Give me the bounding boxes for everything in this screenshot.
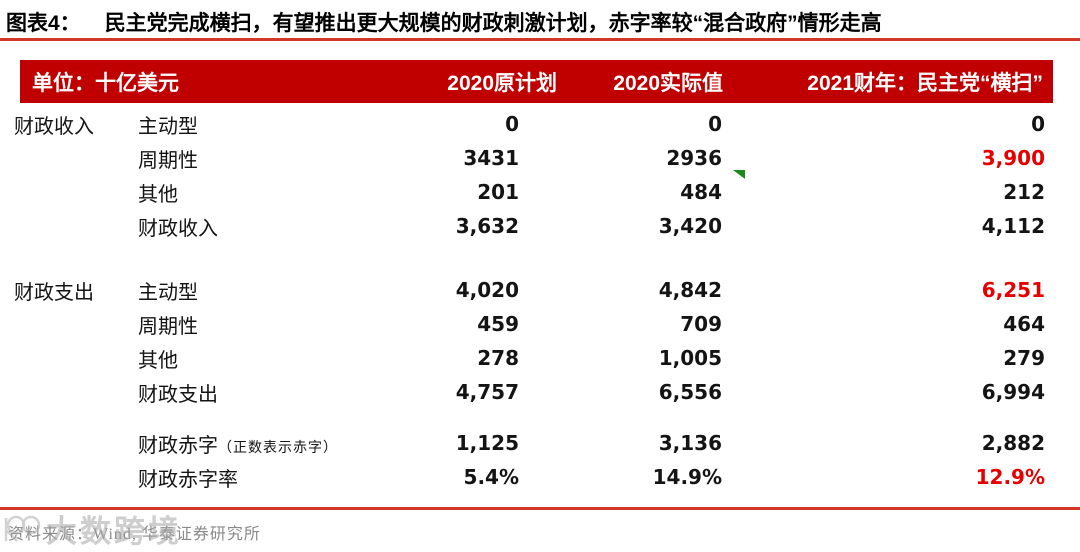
table-row: 其他 278 1,005 279 <box>0 341 1045 375</box>
value-2021-sweep: 4,112 <box>981 214 1045 238</box>
figure-label: 图表4： <box>6 12 81 35</box>
row-label: 周期性 <box>138 315 198 338</box>
value-2020-actual: 6,556 <box>658 380 722 404</box>
row-label: 财政赤字率 <box>138 468 238 491</box>
row-label: 周期性 <box>138 149 198 172</box>
value-2020-plan: 4,757 <box>455 380 519 404</box>
value-2020-plan: 278 <box>477 346 519 370</box>
value-2020-plan: 1,125 <box>455 431 519 455</box>
value-2021-sweep: 6,251 <box>981 278 1045 302</box>
table-row: 财政收入 3,632 3,420 4,112 <box>0 209 1045 243</box>
value-2020-plan: 201 <box>477 180 519 204</box>
table-row: 周期性 459 709 464 <box>0 307 1045 341</box>
column-header-2020-plan: 2020原计划 <box>447 71 557 95</box>
row-label-note: （正数表示赤字） <box>218 438 338 455</box>
value-2020-actual: 0 <box>708 112 722 136</box>
title-divider-line <box>0 38 1080 41</box>
value-2020-actual: 14.9% <box>652 465 722 489</box>
table-row: 周期性 3431 2936 3,900 <box>0 141 1045 175</box>
table-body: 财政收入 主动型 0 0 0 周期性 3431 2936 3,900 其他 20… <box>0 107 1045 494</box>
table-row: 财政赤字（正数表示赤字） 1,125 3,136 2,882 <box>0 426 1045 460</box>
table-row: 其他 201 484 212 <box>0 175 1045 209</box>
value-2021-sweep: 3,900 <box>981 146 1045 170</box>
row-label: 财政赤字（正数表示赤字） <box>138 434 338 457</box>
column-header-2021-sweep: 2021财年：民主党“横扫” <box>807 71 1043 95</box>
row-label: 主动型 <box>138 281 198 304</box>
footer-divider-line <box>0 507 1080 510</box>
column-header-2020-actual: 2020实际值 <box>613 71 723 95</box>
value-2020-actual: 3,420 <box>658 214 722 238</box>
value-2021-sweep: 2,882 <box>981 431 1045 455</box>
value-2021-sweep: 279 <box>1003 346 1045 370</box>
table-row: 财政赤字率 5.4% 14.9% 12.9% <box>0 460 1045 494</box>
value-2020-plan: 459 <box>477 312 519 336</box>
value-2021-sweep: 12.9% <box>975 465 1045 489</box>
row-label: 其他 <box>138 349 178 372</box>
value-2020-plan: 5.4% <box>463 465 519 489</box>
figure-title-text: 民主党完成横扫，有望推出更大规模的财政刺激计划，赤字率较“混合政府”情形走高 <box>104 12 882 35</box>
value-2020-actual: 1,005 <box>658 346 722 370</box>
unit-label: 单位：十亿美元 <box>32 71 179 95</box>
value-2020-actual: 4,842 <box>658 278 722 302</box>
row-group-label: 财政支出 <box>14 281 94 304</box>
value-2020-plan: 4,020 <box>455 278 519 302</box>
value-2021-sweep: 6,994 <box>981 380 1045 404</box>
table-row: 财政支出 4,757 6,556 6,994 <box>0 375 1045 409</box>
value-2020-actual: 709 <box>680 312 722 336</box>
value-2020-actual: 2936 <box>666 146 722 170</box>
value-2020-actual: 484 <box>680 180 722 204</box>
row-label: 其他 <box>138 183 178 206</box>
value-2020-plan: 3,632 <box>455 214 519 238</box>
source-note: 资料来源：Wind, 华泰证券研究所 <box>8 520 261 544</box>
row-label: 财政收入 <box>138 217 218 240</box>
value-2020-plan: 0 <box>505 112 519 136</box>
row-label: 财政支出 <box>138 383 218 406</box>
source-text: 资料来源：Wind, 华泰证券研究所 <box>8 526 261 543</box>
value-2020-actual: 3,136 <box>658 431 722 455</box>
table-row: 财政收入 主动型 0 0 0 <box>0 107 1045 141</box>
figure-title: 图表4： 民主党完成横扫，有望推出更大规模的财政刺激计划，赤字率较“混合政府”情形… <box>6 7 882 37</box>
cell-flag-icon <box>733 170 745 179</box>
value-2020-plan: 3431 <box>463 146 519 170</box>
row-label: 主动型 <box>138 115 198 138</box>
value-2021-sweep: 0 <box>1031 112 1045 136</box>
table-row: 财政支出 主动型 4,020 4,842 6,251 <box>0 273 1045 307</box>
table-header-row: 单位：十亿美元 2020原计划 2020实际值 2021财年：民主党“横扫” <box>20 60 1053 103</box>
value-2021-sweep: 212 <box>1003 180 1045 204</box>
row-group-label: 财政收入 <box>14 115 94 138</box>
value-2021-sweep: 464 <box>1003 312 1045 336</box>
